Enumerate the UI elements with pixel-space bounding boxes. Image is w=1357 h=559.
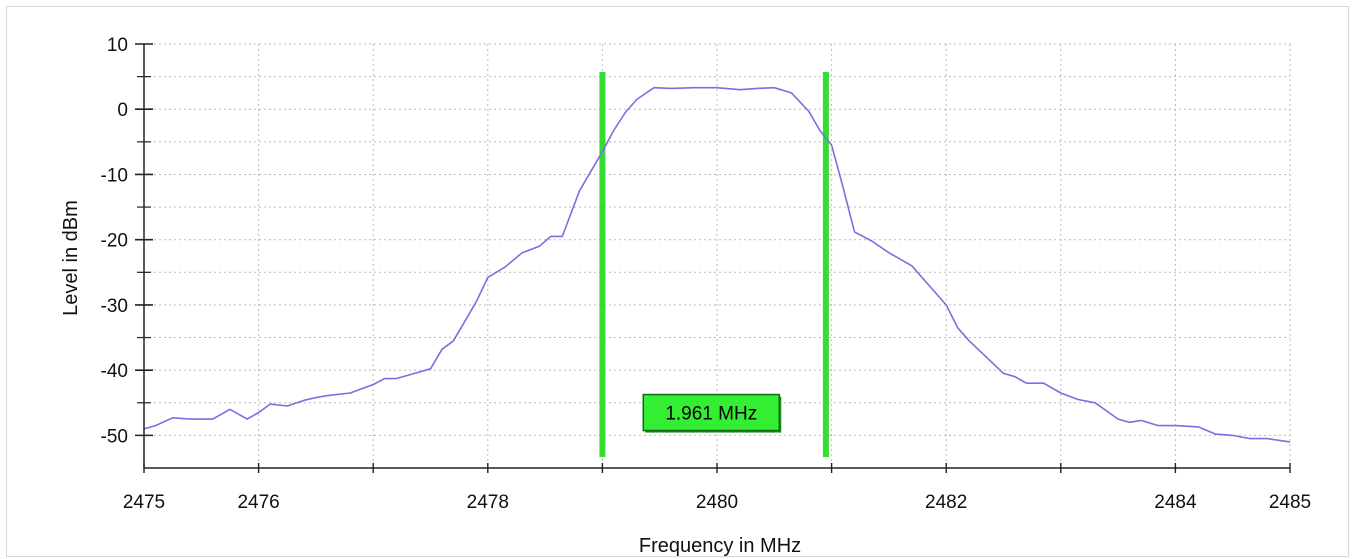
- y-axis-title: Level in dBm: [60, 200, 82, 316]
- bandwidth-markers: [599, 72, 829, 457]
- bandwidth-label: 1.961 MHz: [665, 404, 757, 425]
- chart-frame: [6, 6, 1349, 557]
- series-layer: [143, 86, 1291, 443]
- x-tick-label: 2475: [123, 492, 165, 513]
- bandwidth-label-box: [642, 393, 781, 432]
- tick-labels: 10 0 -10 -20 -30 -40 -50 2475 2476 2478 2480 2482 24…: [101, 35, 1312, 513]
- x-tick-label: 2480: [696, 492, 738, 513]
- y-tick-label: -50: [101, 426, 128, 447]
- y-tick-label: -10: [101, 165, 128, 186]
- y-tick-label: -40: [101, 361, 128, 382]
- y-tick-label: -30: [101, 296, 128, 317]
- spectrum-trace: [143, 86, 1291, 443]
- y-tick-label: 0: [117, 100, 128, 121]
- x-tick-label: 2476: [237, 492, 279, 513]
- y-tick-label: 10: [107, 35, 128, 56]
- x-tick-label: 2478: [467, 492, 509, 513]
- x-axis-title: Frequency in MHz: [639, 535, 801, 557]
- x-tick-label: 2485: [1269, 492, 1311, 513]
- x-tick-label: 2484: [1154, 492, 1197, 513]
- x-tick-label: 2482: [925, 492, 967, 513]
- grid-lines: [144, 43, 1291, 468]
- y-tick-label: -20: [101, 231, 128, 252]
- axes: [135, 43, 1291, 473]
- annotation: 1.961 MHz: [642, 393, 782, 433]
